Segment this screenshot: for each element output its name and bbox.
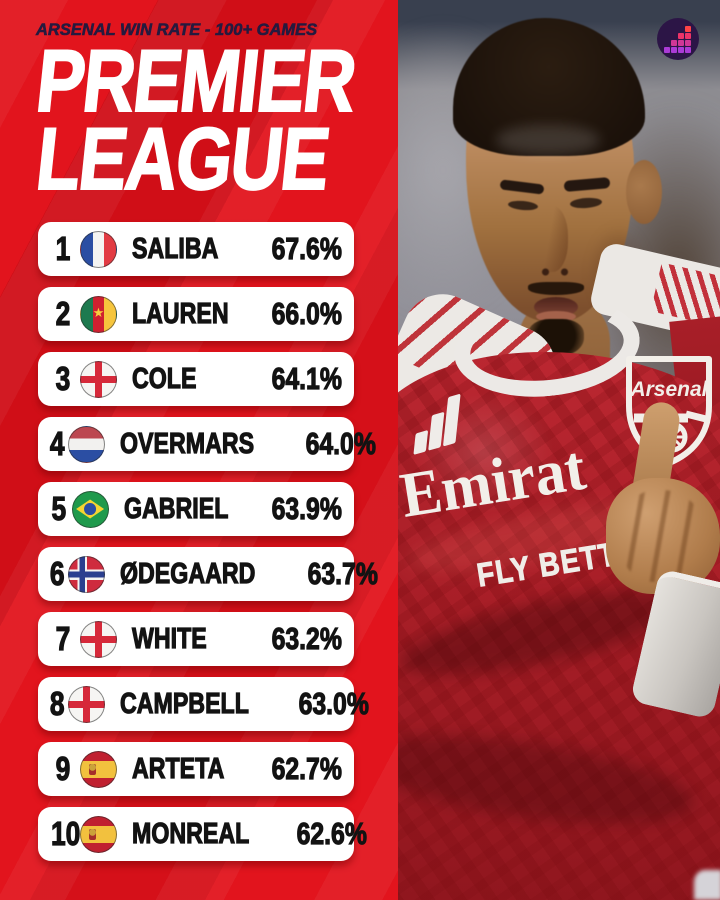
rank: 2: [55, 294, 71, 332]
table-row: 10 MONREAL 62.6%: [38, 807, 367, 861]
fabric-fold: [398, 718, 700, 841]
pixel-stairs-icon: [664, 26, 691, 53]
player-name: ØDEGAARD: [120, 557, 256, 590]
table-row: 4 OVERMARS 64.0%: [38, 417, 376, 471]
table-row: 1 SALIBA 67.6%: [38, 222, 354, 276]
page-title: PREMIER LEAGUE: [31, 30, 398, 209]
flag-icon: [80, 360, 117, 398]
finger-creases: [619, 489, 707, 583]
win-rate: 63.7%: [307, 555, 378, 591]
leaderboard: 1 SALIBA 67.6% 2 LAUREN 66.0% 3 COLE 64.…: [38, 222, 378, 872]
table-row: 9 ARTETA 62.7%: [38, 742, 354, 796]
lip: [536, 311, 576, 322]
rank: 10: [51, 814, 81, 852]
win-rate: 66.0%: [271, 295, 342, 331]
player-name: GABRIEL: [123, 492, 228, 525]
flag-icon: [68, 685, 106, 723]
win-rate: 63.2%: [271, 620, 342, 656]
player-name: LAUREN: [132, 297, 230, 330]
player-name: SALIBA: [132, 232, 219, 265]
crest-text: Arsenal: [629, 378, 708, 401]
win-rate: 63.0%: [299, 685, 370, 721]
rank: 5: [51, 489, 67, 527]
rank: 1: [55, 229, 71, 267]
rank: 3: [55, 359, 71, 397]
flag-icon: [71, 490, 109, 528]
player-ear: [626, 160, 662, 224]
win-rate: 62.7%: [271, 750, 342, 786]
player-photo: Emirat FLY BETTER Arsenal: [398, 0, 720, 900]
rank: 8: [49, 684, 65, 722]
flag-icon: [80, 295, 117, 333]
photo-shading: [496, 125, 600, 155]
rank: 6: [49, 554, 65, 592]
flag-icon: [68, 425, 106, 463]
brand-logo-icon: [657, 18, 699, 60]
nose: [534, 206, 568, 272]
rank: 4: [49, 424, 65, 462]
subtitle: ARSENAL WIN RATE - 100+ GAMES: [36, 20, 318, 40]
nostrils: [536, 266, 574, 278]
flag-icon: [80, 815, 117, 853]
rank: 9: [55, 749, 71, 787]
table-row: 7 WHITE 63.2%: [38, 612, 354, 666]
player-name: COLE: [132, 362, 197, 395]
win-rate: 64.1%: [271, 360, 342, 396]
flag-icon: [68, 555, 106, 593]
win-rate: 67.6%: [271, 230, 342, 266]
player-name: WHITE: [132, 622, 208, 655]
table-row: 2 LAUREN 66.0%: [38, 287, 354, 341]
photo-shading: [694, 870, 720, 900]
win-rate: 63.9%: [271, 490, 342, 526]
rank: 7: [55, 619, 71, 657]
player-name: ARTETA: [132, 752, 225, 785]
player-name: CAMPBELL: [120, 687, 250, 720]
flag-icon: [80, 230, 117, 268]
win-rate: 64.0%: [305, 425, 376, 461]
leaderboard-panel: ARSENAL WIN RATE - 100+ GAMES PREMIER LE…: [0, 0, 398, 900]
player-name: MONREAL: [132, 817, 250, 850]
player-head: [438, 10, 662, 430]
player-name: OVERMARS: [120, 427, 255, 460]
flag-icon: [80, 750, 117, 788]
title-line-2: LEAGUE: [31, 108, 334, 209]
flag-icon: [80, 620, 117, 658]
mustache: [528, 282, 584, 295]
table-row: 6 ØDEGAARD 63.7%: [38, 547, 378, 601]
table-row: 8 CAMPBELL 63.0%: [38, 677, 370, 731]
win-rate: 62.6%: [296, 815, 367, 851]
table-row: 3 COLE 64.1%: [38, 352, 354, 406]
table-row: 5 GABRIEL 63.9%: [38, 482, 354, 536]
